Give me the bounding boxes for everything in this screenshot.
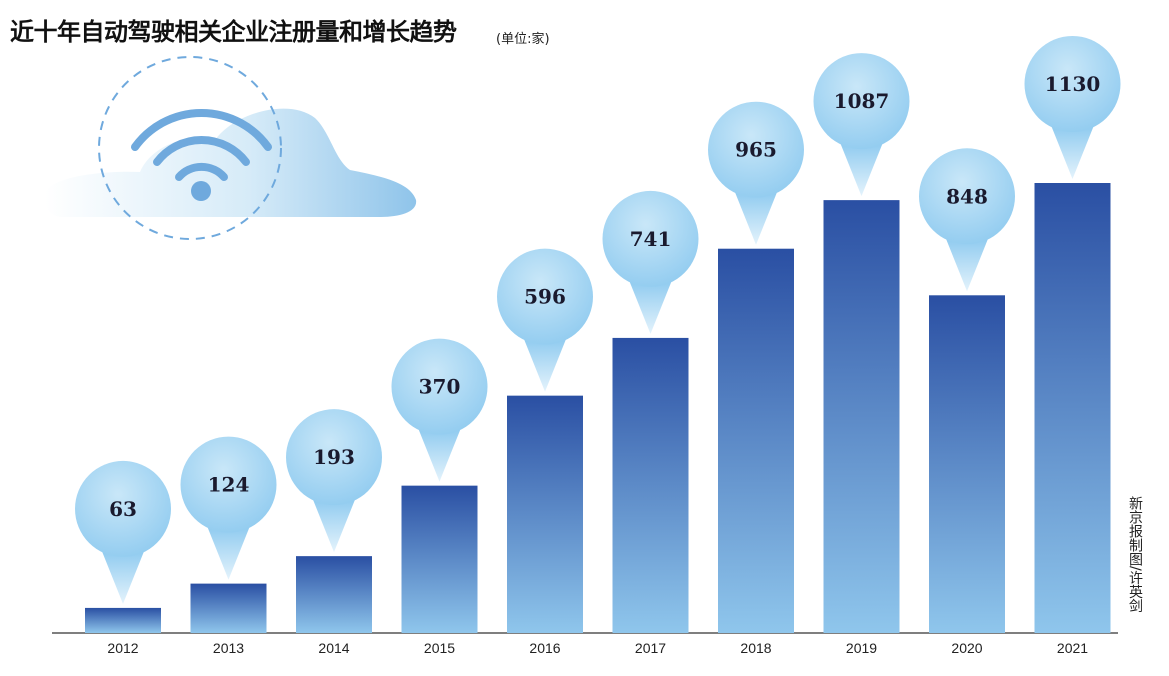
value-bubbles-group: 63 124 193 370 596 741 965 1087 848 1130 [75, 36, 1121, 604]
x-tick-label-2018: 2018 [740, 640, 771, 656]
value-label-2018: 965 [735, 138, 777, 162]
bar-2015 [401, 485, 478, 633]
x-tick-label-2012: 2012 [107, 640, 138, 656]
bubble-pointer [839, 141, 884, 197]
cloud-shape [44, 108, 417, 217]
bubble-pointer [206, 524, 251, 580]
bar-2021 [1034, 183, 1111, 633]
bar-2013 [190, 583, 267, 633]
bubble-circle [919, 148, 1015, 245]
value-label-2014: 193 [313, 445, 355, 469]
value-bubble-2020: 848 [919, 148, 1015, 292]
value-label-2019: 1087 [834, 89, 890, 113]
bubble-circle [286, 409, 382, 506]
bar-2016 [507, 395, 583, 633]
bar-2014 [296, 556, 372, 633]
bubble-circle [497, 248, 593, 345]
value-bubble-2016: 596 [497, 248, 593, 392]
bubble-circle [813, 53, 910, 150]
bar-2012 [85, 607, 161, 633]
chart-title: 近十年自动驾驶相关企业注册量和增长趋势 [10, 17, 457, 46]
bubble-circle [602, 190, 699, 287]
value-label-2020: 848 [946, 184, 988, 208]
x-tick-labels-group: 2012 2013 2014 2015 2016 2017 2018 2019 2020 2021 [107, 640, 1088, 656]
bars-group [85, 183, 1111, 634]
value-label-2012: 63 [109, 497, 137, 521]
value-bubble-2018: 965 [708, 101, 804, 245]
bubble-pointer [945, 236, 989, 292]
cloud-wifi-illustration [44, 56, 417, 240]
wifi-icon [131, 109, 272, 181]
x-tick-label-2013: 2013 [213, 640, 244, 656]
x-tick-label-2014: 2014 [318, 640, 349, 656]
bubble-circle [1024, 36, 1121, 132]
bubble-circle [75, 460, 171, 557]
dashed-ring [98, 56, 282, 240]
bubble-pointer [417, 426, 462, 482]
wifi-dot [191, 181, 211, 201]
unit-label: (单位:家) [496, 32, 550, 47]
bubble-circle [708, 101, 804, 198]
value-bubble-2019: 1087 [813, 53, 910, 197]
bubble-circle [180, 436, 277, 533]
x-tick-label-2021: 2021 [1057, 640, 1088, 656]
value-label-2013: 124 [208, 473, 250, 497]
bubble-pointer [312, 497, 356, 553]
credit-label: 新京报制图/许英剑 [1127, 496, 1143, 613]
x-tick-label-2015: 2015 [424, 640, 455, 656]
bar-2017 [612, 337, 689, 633]
x-tick-label-2019: 2019 [846, 640, 877, 656]
x-tick-label-2020: 2020 [951, 640, 982, 656]
value-label-2017: 741 [630, 227, 672, 251]
bar-2020 [929, 295, 1005, 633]
value-bubble-2021: 1130 [1024, 36, 1121, 179]
value-bubble-2015: 370 [391, 338, 488, 482]
value-bubble-2014: 193 [286, 409, 382, 553]
value-label-2021: 1130 [1045, 72, 1101, 96]
bubble-pointer [1050, 124, 1095, 179]
bubble-pointer [628, 278, 673, 334]
value-bubble-2013: 124 [180, 436, 277, 580]
bar-2018 [718, 248, 794, 634]
bubble-pointer [734, 189, 778, 245]
value-bubble-2017: 741 [602, 190, 699, 334]
value-label-2015: 370 [419, 375, 461, 399]
bubble-circle [391, 338, 488, 435]
bubble-pointer [523, 336, 567, 392]
value-bubble-2012: 63 [75, 460, 171, 604]
x-tick-label-2016: 2016 [529, 640, 560, 656]
bubble-pointer [101, 548, 145, 604]
bar-2019 [823, 200, 900, 633]
x-tick-label-2017: 2017 [635, 640, 666, 656]
value-label-2016: 596 [524, 285, 566, 309]
